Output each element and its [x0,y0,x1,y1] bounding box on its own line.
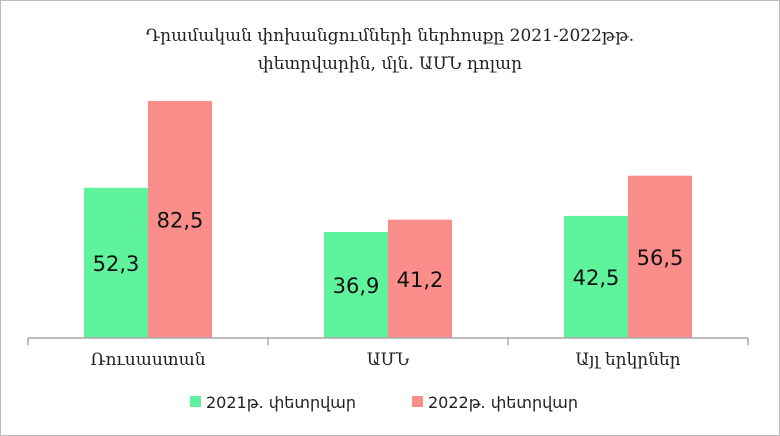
legend-swatch [190,396,201,407]
chart-title-line-2: փետրվարին, մլն. ԱՄՆ դոլար [257,54,523,74]
data-label: 42,5 [573,266,620,290]
data-label: 41,2 [397,268,444,292]
legend-label: 2021թ. փետրվար [206,393,356,412]
data-label: 56,5 [637,246,684,270]
bar-2022 [148,101,212,338]
chart-title-line-1: Դրամական փոխանցումների ներհոսքը 2021-202… [145,26,635,46]
bar-2022 [628,175,692,338]
data-label: 36,9 [333,274,380,298]
legend-swatch [412,396,423,407]
category-label: Այլ երկրներ [575,350,680,370]
category-label: Ռուսաստան [90,350,205,370]
category-label: ԱՄՆ [367,350,410,370]
bar-2022 [388,219,452,338]
legend-label: 2022թ. փետրվար [428,393,578,412]
data-label: 82,5 [157,209,204,233]
bar-2021 [564,215,628,338]
bar-2021 [324,231,388,338]
data-label: 52,3 [93,252,140,276]
bar-2021 [84,187,148,338]
